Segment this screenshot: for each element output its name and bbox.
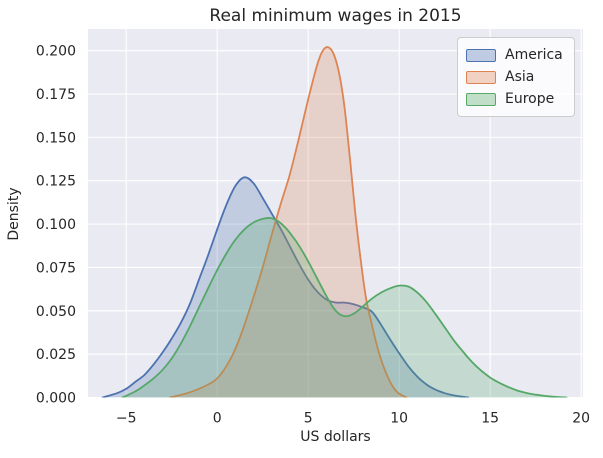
legend-swatch-america (466, 48, 496, 62)
legend-label-europe: Europe (505, 91, 555, 107)
y-axis-label: Density (6, 187, 22, 241)
x-tick-label: 10 (390, 411, 408, 427)
x-tick-label: 0 (213, 411, 222, 427)
legend-item-europe: Europe (466, 88, 566, 110)
legend: America Asia Europe (457, 37, 575, 117)
tick-labels: 0.000 0.025 0.050 0.075 0.100 0.125 0.150 0.175… (36, 44, 590, 427)
legend-label-america: America (505, 47, 563, 63)
y-tick-label: 0.200 (36, 44, 76, 60)
y-tick-label: 0.075 (36, 260, 76, 276)
y-tick-label: 0.100 (36, 217, 76, 233)
grid-lines (88, 29, 583, 399)
y-tick-label: 0.025 (36, 347, 76, 363)
legend-item-asia: Asia (466, 66, 566, 88)
kde-curves (101, 46, 568, 398)
kde-fill-europe (122, 217, 567, 398)
x-tick-label: 15 (481, 411, 499, 427)
x-tick-label: 20 (572, 411, 590, 427)
x-axis-label: US dollars (300, 429, 371, 445)
kde-curve-america (101, 176, 470, 398)
y-tick-label: 0.125 (36, 174, 76, 190)
legend-swatch-asia (466, 70, 496, 84)
y-tick-label: 0.000 (36, 391, 76, 407)
x-tick-label: 5 (304, 411, 313, 427)
legend-item-america: America (466, 44, 566, 66)
x-tick-label: −5 (116, 411, 137, 427)
y-tick-label: 0.150 (36, 130, 76, 146)
kde-curve-europe (121, 217, 568, 398)
legend-label-asia: Asia (505, 69, 535, 85)
chart-title: Real minimum wages in 2015 (209, 6, 462, 26)
kde-curve-asia (169, 46, 408, 398)
y-tick-label: 0.050 (36, 304, 76, 320)
legend-swatch-europe (466, 92, 496, 106)
y-tick-label: 0.175 (36, 87, 76, 103)
